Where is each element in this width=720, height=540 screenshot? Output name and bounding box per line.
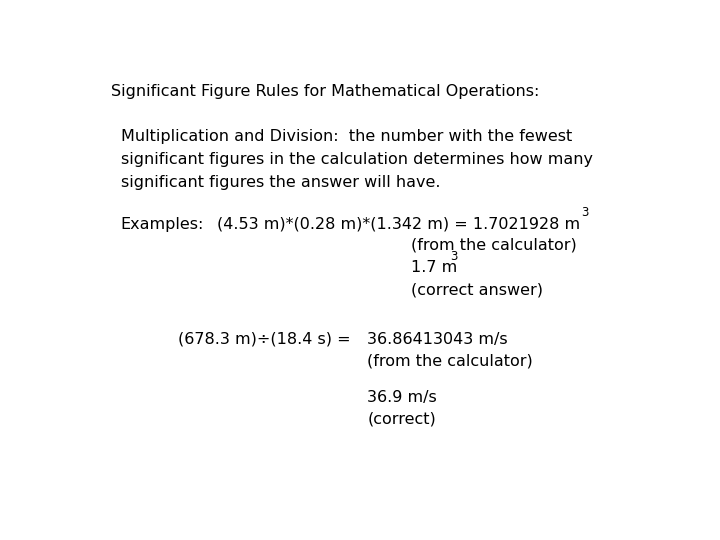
Text: (678.3 m)÷(18.4 s) =: (678.3 m)÷(18.4 s) = (178, 332, 351, 347)
Text: significant figures the answer will have.: significant figures the answer will have… (121, 175, 440, 190)
Text: 3: 3 (581, 206, 588, 219)
Text: (correct answer): (correct answer) (411, 282, 543, 297)
Text: Examples:: Examples: (121, 217, 204, 232)
Text: 36.86413043 m/s: 36.86413043 m/s (367, 332, 508, 347)
Text: Multiplication and Division:  the number with the fewest: Multiplication and Division: the number … (121, 129, 572, 144)
Text: Significant Figure Rules for Mathematical Operations:: Significant Figure Rules for Mathematica… (111, 84, 539, 98)
Text: 36.9 m/s: 36.9 m/s (367, 390, 437, 405)
Text: (correct): (correct) (367, 412, 436, 427)
Text: (4.53 m)*(0.28 m)*(1.342 m) = 1.7021928 m: (4.53 m)*(0.28 m)*(1.342 m) = 1.7021928 … (217, 217, 580, 232)
Text: (from the calculator): (from the calculator) (367, 354, 533, 369)
Text: significant figures in the calculation determines how many: significant figures in the calculation d… (121, 152, 593, 167)
Text: (from the calculator): (from the calculator) (411, 238, 577, 252)
Text: 1.7 m: 1.7 m (411, 260, 457, 275)
Text: 3: 3 (450, 250, 457, 263)
